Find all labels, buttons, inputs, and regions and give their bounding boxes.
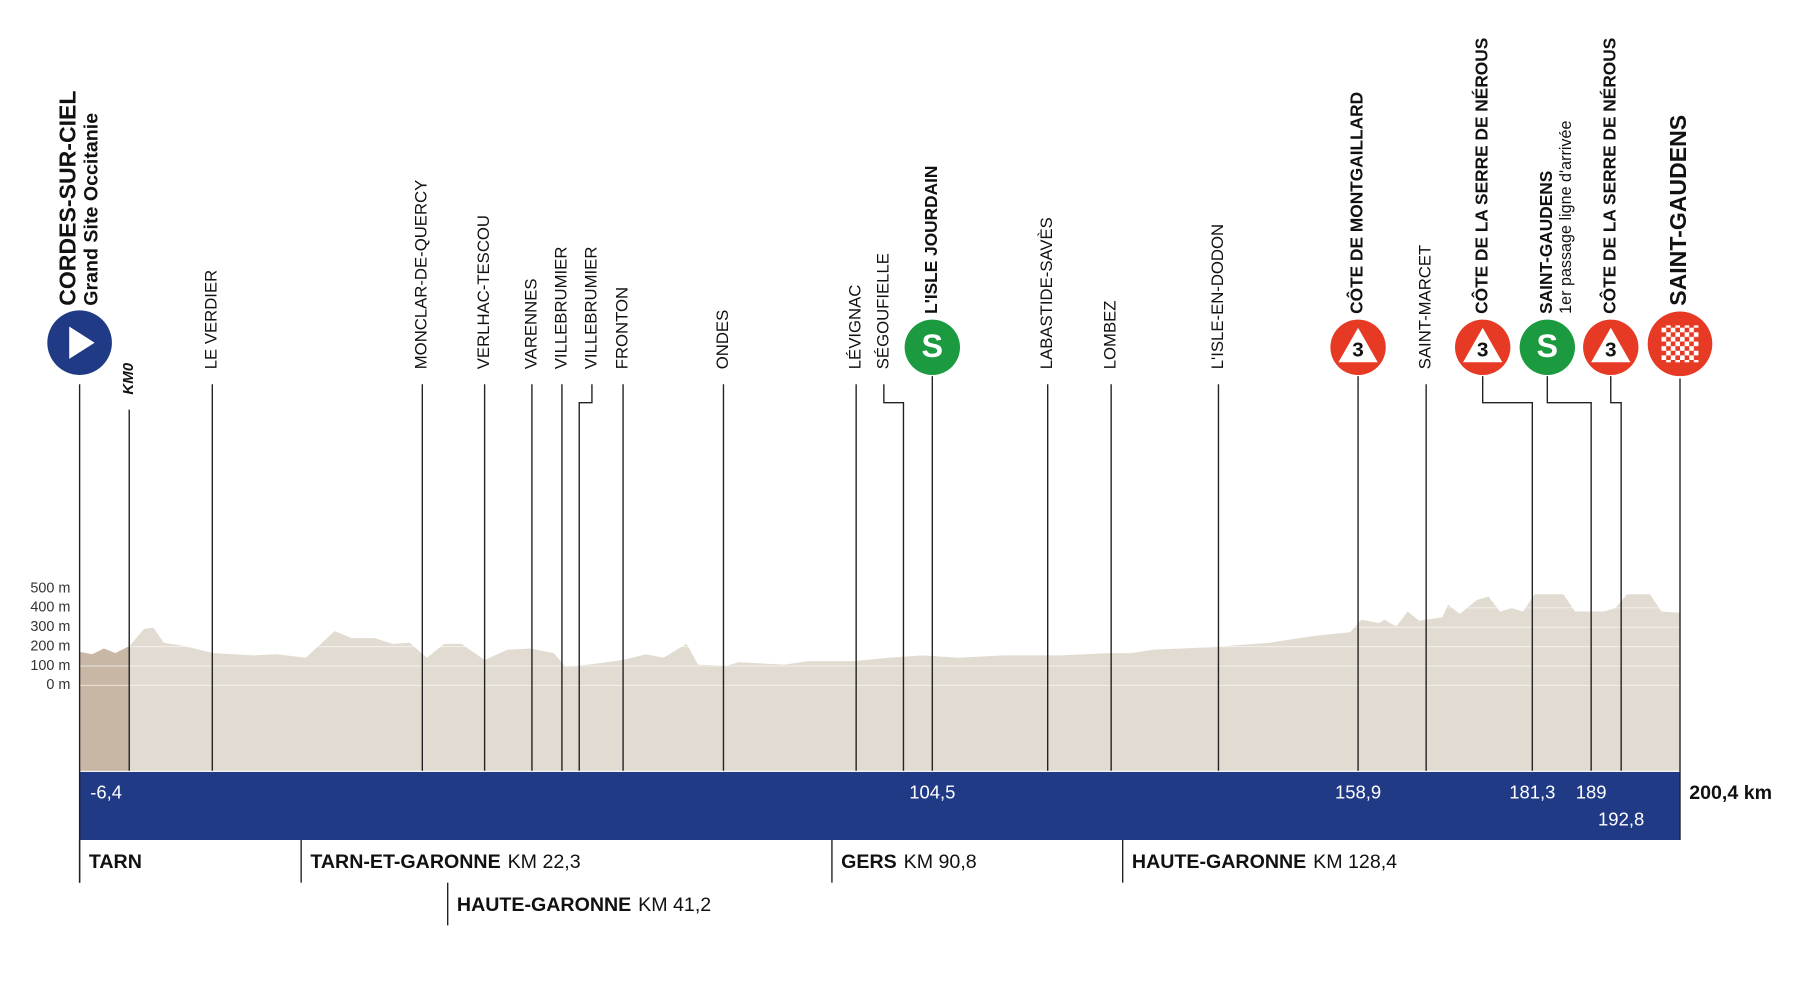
altitude-label: 300 m [30,619,70,635]
climb-triangle [1591,327,1631,363]
region-name: GERS [841,851,897,873]
place-name: SÉGOUFIELLE [873,253,892,369]
start-arrow [69,326,95,359]
region-km: KM 90,8 [904,851,977,873]
region-name: HAUTE-GARONNE [457,894,631,916]
km-label: 181,3 [1509,782,1555,803]
place-name: ONDES [713,310,732,369]
km-label: 104,5 [909,782,955,803]
climb-category: 3 [1477,338,1489,361]
climb-icon: 3 [1330,319,1386,375]
region-name: HAUTE-GARONNE [1132,851,1306,873]
km-label: 189 [1576,782,1607,803]
place-name: VILLEBRUMIER [551,247,570,370]
place-name: CÔTE DE LA SERRE DE NÉROUS [1599,38,1619,314]
region-label: GERS KM 90,8 [841,851,977,873]
climb-category: 3 [1605,338,1617,361]
km0-label: KM0 [120,362,137,394]
climb-icon: 3 [1455,319,1511,375]
start-km: -6,4 [90,782,122,803]
place-subtitle: 1er passage ligne d'arrivée [1557,121,1575,314]
place-name: VILLEBRUMIER [581,247,600,370]
place-name: SAINT-GAUDENS [1536,171,1556,314]
finish-flag [1661,325,1699,363]
climb-category: 3 [1352,338,1364,361]
km-bar [79,771,1681,840]
km-label: 158,9 [1335,782,1381,803]
region-km: KM 22,3 [508,851,581,873]
place-name: L'ISLE-EN-DODON [1208,224,1227,369]
place-line [1482,376,1533,771]
climb-icon: 3 [1583,319,1639,375]
place-name: LOMBEZ [1101,300,1120,369]
sprint-circle [1519,319,1575,375]
start-name: CORDES-SUR-CIEL [54,91,80,306]
region-km: KM 41,2 [638,894,711,916]
place-name: LÉVIGNAC [846,285,865,370]
place-line [578,384,593,771]
place-line [1546,376,1592,771]
place-name: CÔTE DE LA SERRE DE NÉROUS [1471,38,1491,314]
neutral-zone-profile [79,646,130,771]
altitude-label: 100 m [30,658,70,674]
altitude-label: 400 m [30,600,70,616]
region-label: HAUTE-GARONNE KM 128,4 [1132,851,1397,873]
place-name: MONCLAR-DE-QUERCY [412,180,431,370]
altitude-label: 0 m [46,677,70,693]
elevation-profile [79,594,1681,771]
km-label: 192,8 [1598,808,1644,829]
region-label: TARN [89,851,142,873]
region-name: TARN [89,851,142,873]
start-subtitle: Grand Site Occitanie [80,113,102,306]
place-name: VARENNES [521,278,540,369]
region-km: KM 128,4 [1313,851,1397,873]
place-name: SAINT-MARCET [1416,245,1435,369]
place-line [1610,376,1622,771]
sprint-letter: S [922,328,944,364]
sprint-icon: S [1519,319,1575,375]
place-name: LE VERDIER [202,270,221,369]
finish-km: 200,4 km [1689,782,1772,804]
sprint-circle [904,319,960,375]
climb-triangle [1338,327,1378,363]
place-name: L'ISLE JOURDAIN [921,166,941,314]
altitude-label: 500 m [30,580,70,596]
place-name: FRONTON [612,287,631,369]
region-name: TARN-ET-GARONNE [310,851,500,873]
altitude-label: 200 m [30,638,70,654]
sprint-letter: S [1537,328,1559,364]
region-label: HAUTE-GARONNE KM 41,2 [457,894,711,916]
place-name: LABASTIDE-SAVÈS [1037,217,1056,369]
place-line [883,384,905,771]
sprint-icon: S [904,319,960,375]
place-name: CÔTE DE MONTGAILLARD [1347,92,1367,314]
place-name: VERLHAC-TESCOU [474,215,493,369]
region-label: TARN-ET-GARONNE KM 22,3 [310,851,580,873]
finish-name: SAINT-GAUDENS [1665,115,1691,306]
climb-triangle [1463,327,1503,363]
